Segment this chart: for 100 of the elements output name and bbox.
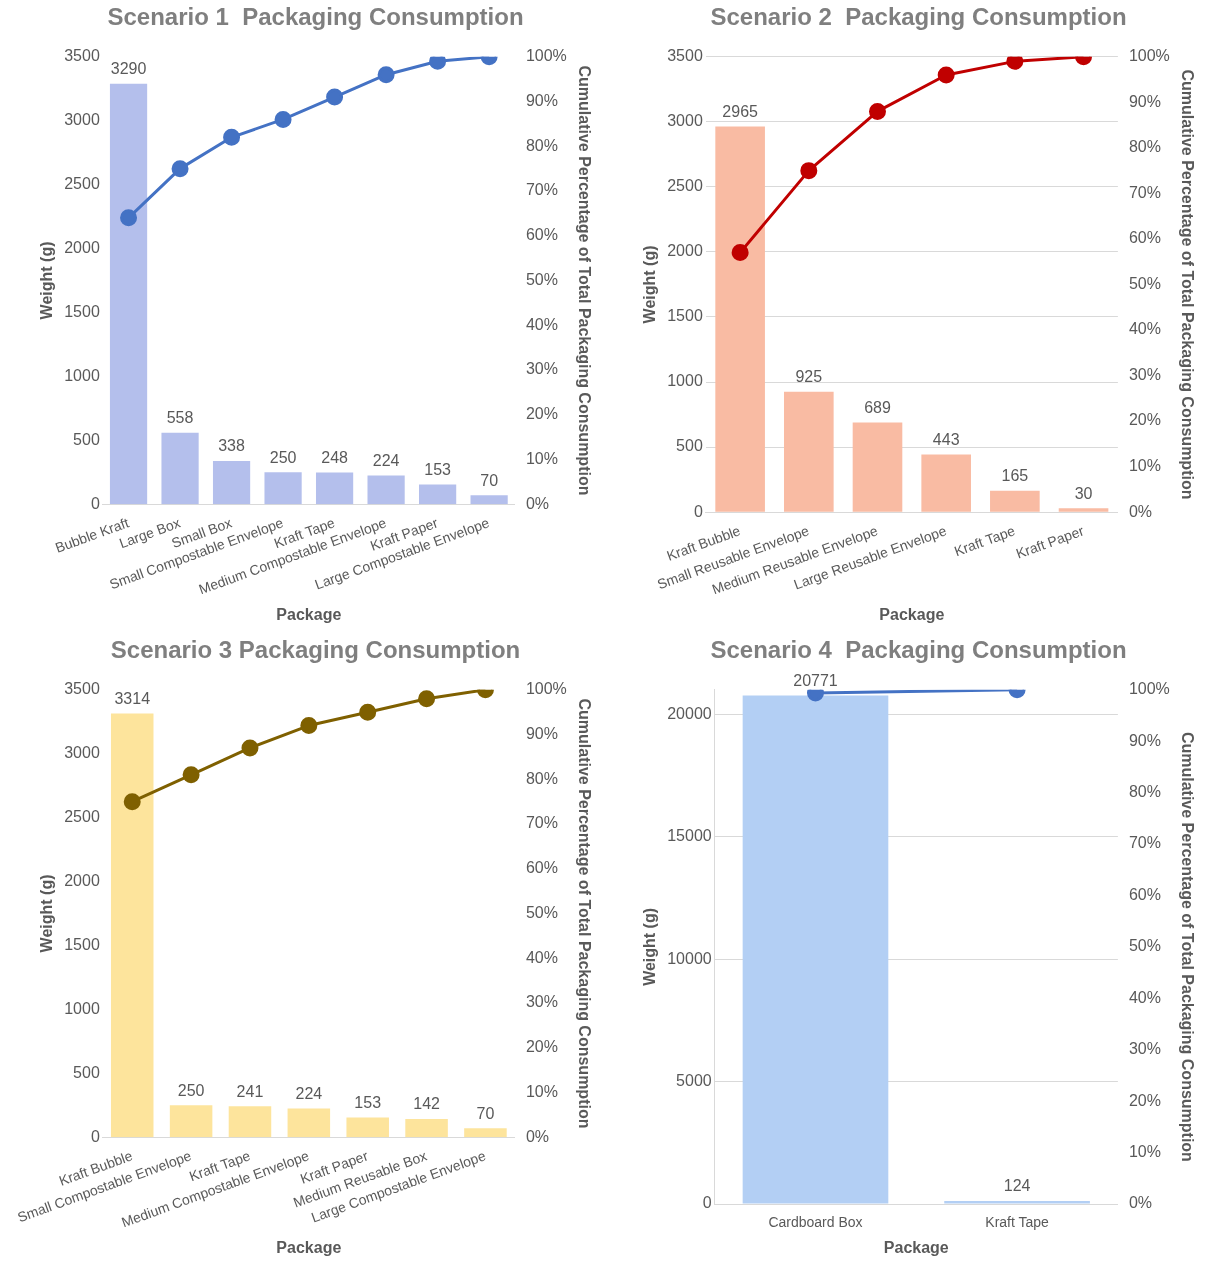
y2-tick-label: 30% [1128,365,1161,383]
y-tick-label: 2500 [667,177,703,195]
y2-tick-label: 70% [1128,183,1161,201]
x-axis-title: Package [276,605,342,623]
point [120,209,138,227]
point [731,244,749,262]
point [418,690,436,708]
data-label: 241 [236,1082,264,1100]
y2-tick-label: 50% [1128,274,1161,292]
data-label: 153 [424,460,452,478]
data-label: 248 [321,448,349,466]
chart-title: Scenario 2 Packaging Consumption [710,3,1127,31]
y2-axis-title: Cumulative Percentage of Total Packaging Consumption [575,65,593,496]
y2-tick-label: 40% [1128,988,1161,1006]
y-tick-label: 2000 [64,238,100,256]
y2-tick-label: 0% [525,1127,549,1145]
data-label: 124 [1003,1177,1031,1195]
y2-tick-label: 10% [1128,1142,1161,1160]
y-tick-label: 2000 [64,871,100,889]
y2-tick-label: 90% [525,91,558,109]
y-tick-label: 2500 [64,808,100,826]
bar [990,490,1040,512]
bar [287,1108,331,1138]
data-label: 165 [1001,467,1029,485]
data-label: 443 [932,430,960,448]
y2-axis-title: Cumulative Percentage of Total Packaging Consumption [1178,731,1196,1162]
bar [852,422,903,512]
y2-tick-label: 50% [525,270,558,288]
y2-tick-label: 10% [1128,457,1161,474]
bar [109,83,148,505]
y2-tick-label: 10% [525,1082,558,1100]
data-label: 153 [354,1093,382,1111]
y2-axis-title: Cumulative Percentage of Total Packaging Consumption [575,698,593,1129]
data-label: 338 [218,437,246,455]
y2-tick-label: 20% [525,1038,558,1056]
data-label: 30 [1074,484,1093,502]
y2-tick-label: 70% [525,814,558,832]
y-tick-label: 5000 [676,1071,712,1089]
point [171,160,189,178]
y-tick-label: 0 [90,1127,100,1145]
y2-tick-label: 60% [525,859,558,877]
y-tick-label: 1000 [64,366,100,384]
y2-tick-label: 20% [525,405,558,423]
bar [110,713,154,1138]
point [326,88,344,106]
y-tick-label: 2000 [667,242,703,260]
bar [367,475,405,505]
y-tick-label: 2500 [64,175,100,193]
point [274,110,292,128]
chart-title: Scenario 4 Packaging Consumption [710,636,1127,664]
y2-tick-label: 60% [525,226,558,244]
data-label: 250 [177,1081,205,1099]
bar [470,495,508,505]
y2-tick-label: 60% [1128,885,1161,903]
y-axis-title: Weight (g) [641,245,659,324]
y2-tick-label: 30% [525,993,558,1011]
y-tick-label: 1000 [667,372,703,390]
bar [405,1118,448,1138]
y-tick-label: 1500 [64,935,100,953]
data-label: 70 [476,1104,495,1122]
y2-tick-label: 50% [525,903,558,921]
y-tick-label: 0 [702,1194,712,1212]
y-tick-label: 3000 [64,111,100,129]
y-axis-title: Weight (g) [38,241,56,320]
point [300,717,318,735]
point [223,128,241,146]
y2-tick-label: 10% [525,449,558,467]
chart-title: Scenario 1 Packaging Consumption [107,3,524,31]
y2-tick-label: 100% [1128,47,1170,65]
bar [169,1105,213,1138]
chart-title: Scenario 3 Packaging Consumption [110,636,521,664]
y2-tick-label: 90% [1128,92,1161,110]
y-tick-label: 500 [73,430,100,448]
data-label: 224 [372,451,400,469]
y2-tick-label: 100% [1128,680,1170,698]
data-label: 20771 [793,671,838,689]
y2-tick-label: 100% [525,47,567,65]
data-label: 70 [480,471,499,489]
x-axis-title: Package [883,1238,949,1256]
bar [228,1106,272,1138]
y2-tick-label: 70% [525,181,558,199]
y-tick-label: 3500 [64,47,100,65]
bar [161,432,199,505]
y2-tick-label: 0% [1128,502,1152,520]
y2-tick-label: 40% [525,948,558,966]
x-axis-title: Package [879,605,945,623]
y-tick-label: 500 [676,437,703,455]
y2-tick-label: 90% [1128,731,1161,749]
y-tick-label: 3500 [667,47,703,65]
point [123,793,141,811]
y-tick-label: 0 [693,502,703,520]
y2-tick-label: 0% [525,494,549,512]
y-axis-title: Weight (g) [38,874,56,953]
x-tick-label: Kraft Tape [985,1214,1050,1231]
point [182,766,200,784]
bar [784,391,834,512]
y2-axis-title: Cumulative Percentage of Total Packaging Consumption [1178,69,1196,500]
bar [1058,508,1109,512]
point [241,739,259,757]
point [377,66,395,84]
